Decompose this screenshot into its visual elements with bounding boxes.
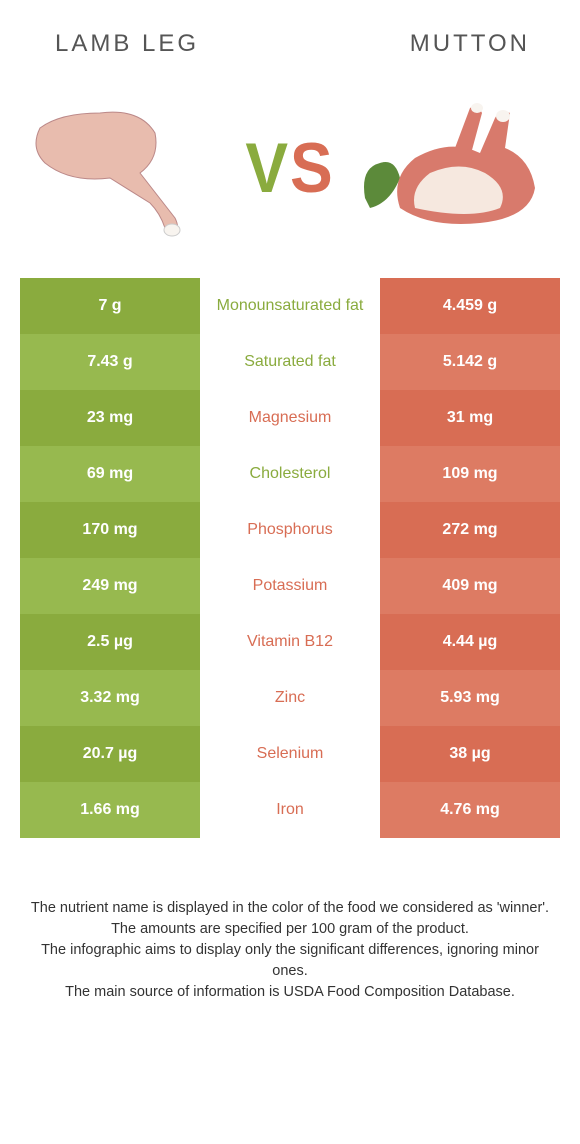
table-row: 23 mgMagnesium31 mg xyxy=(20,390,560,446)
left-value-cell: 69 mg xyxy=(20,446,200,502)
left-value-cell: 249 mg xyxy=(20,558,200,614)
nutrient-table: 7 gMonounsaturated fat4.459 g7.43 gSatur… xyxy=(20,278,560,838)
left-value-cell: 3.32 mg xyxy=(20,670,200,726)
right-value-cell: 4.459 g xyxy=(380,278,560,334)
table-row: 249 mgPotassium409 mg xyxy=(20,558,560,614)
right-food-title: Mutton xyxy=(410,30,530,58)
nutrient-label-cell: Phosphorus xyxy=(200,502,380,558)
right-value-cell: 5.93 mg xyxy=(380,670,560,726)
nutrient-label-cell: Saturated fat xyxy=(200,334,380,390)
nutrient-label-cell: Magnesium xyxy=(200,390,380,446)
left-value-cell: 7 g xyxy=(20,278,200,334)
vs-label: VS xyxy=(245,127,334,208)
right-value-cell: 5.142 g xyxy=(380,334,560,390)
footnotes: The nutrient name is displayed in the co… xyxy=(0,838,580,1003)
images-row: VS xyxy=(0,78,580,278)
table-row: 7.43 gSaturated fat5.142 g xyxy=(20,334,560,390)
nutrient-label-cell: Cholesterol xyxy=(200,446,380,502)
header-titles: Lamb leg Mutton xyxy=(0,0,580,78)
nutrient-label-cell: Monounsaturated fat xyxy=(200,278,380,334)
left-value-cell: 20.7 µg xyxy=(20,726,200,782)
left-food-title: Lamb leg xyxy=(55,30,199,58)
right-value-cell: 31 mg xyxy=(380,390,560,446)
left-value-cell: 1.66 mg xyxy=(20,782,200,838)
right-value-cell: 4.76 mg xyxy=(380,782,560,838)
nutrient-label-cell: Potassium xyxy=(200,558,380,614)
footnote-line: The infographic aims to display only the… xyxy=(30,940,550,982)
right-food-image xyxy=(360,88,560,248)
nutrient-label-cell: Iron xyxy=(200,782,380,838)
right-value-cell: 272 mg xyxy=(380,502,560,558)
left-value-cell: 7.43 g xyxy=(20,334,200,390)
table-row: 170 mgPhosphorus272 mg xyxy=(20,502,560,558)
table-row: 2.5 µgVitamin B124.44 µg xyxy=(20,614,560,670)
table-row: 3.32 mgZinc5.93 mg xyxy=(20,670,560,726)
right-value-cell: 38 µg xyxy=(380,726,560,782)
nutrient-label-cell: Zinc xyxy=(200,670,380,726)
footnote-line: The nutrient name is displayed in the co… xyxy=(30,898,550,919)
right-value-cell: 4.44 µg xyxy=(380,614,560,670)
table-row: 7 gMonounsaturated fat4.459 g xyxy=(20,278,560,334)
vs-s-letter: S xyxy=(290,128,335,207)
table-row: 20.7 µgSelenium38 µg xyxy=(20,726,560,782)
footnote-line: The main source of information is USDA F… xyxy=(30,982,550,1003)
left-value-cell: 170 mg xyxy=(20,502,200,558)
right-value-cell: 109 mg xyxy=(380,446,560,502)
footnote-line: The amounts are specified per 100 gram o… xyxy=(30,919,550,940)
table-row: 1.66 mgIron4.76 mg xyxy=(20,782,560,838)
nutrient-label-cell: Vitamin B12 xyxy=(200,614,380,670)
left-value-cell: 23 mg xyxy=(20,390,200,446)
vs-v-letter: V xyxy=(245,128,290,207)
left-food-image xyxy=(20,88,220,248)
nutrient-label-cell: Selenium xyxy=(200,726,380,782)
table-row: 69 mgCholesterol109 mg xyxy=(20,446,560,502)
left-value-cell: 2.5 µg xyxy=(20,614,200,670)
right-value-cell: 409 mg xyxy=(380,558,560,614)
